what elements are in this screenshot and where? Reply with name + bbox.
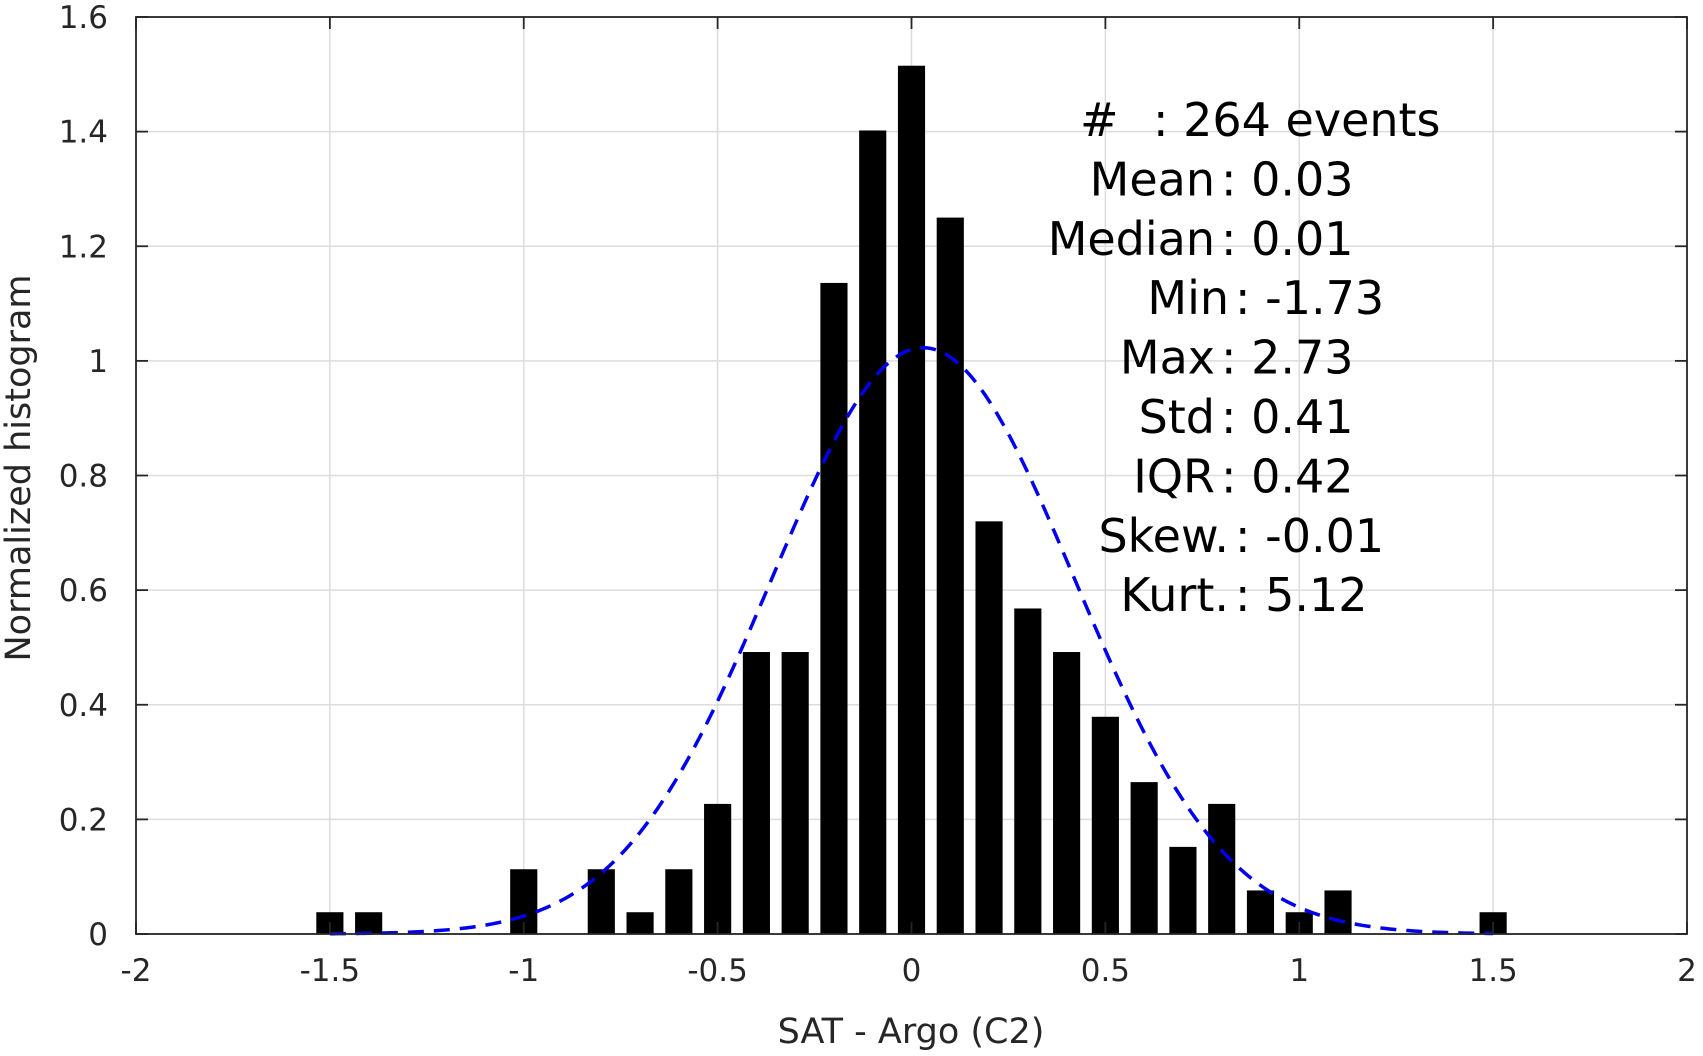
histogram-bar xyxy=(781,652,809,934)
histogram-bar xyxy=(1091,716,1119,934)
stat-label: Max xyxy=(1120,331,1215,385)
y-tick-label: 1 xyxy=(88,344,108,380)
histogram-bar xyxy=(665,869,693,934)
histogram-bars xyxy=(316,65,1507,934)
y-tick-label: 1.6 xyxy=(59,0,108,36)
histogram-bar xyxy=(1130,782,1158,934)
stat-label: IQR xyxy=(1133,449,1215,503)
histogram-bar xyxy=(742,652,770,934)
stat-value: : 0.42 xyxy=(1221,449,1354,503)
histogram-bar xyxy=(1053,652,1081,934)
x-tick-label: 0 xyxy=(902,953,922,989)
histogram-bar xyxy=(1324,890,1352,934)
histogram-bar xyxy=(897,65,926,934)
x-axis-title: SAT - Argo (C2) xyxy=(778,1012,1045,1052)
stat-value: : 0.03 xyxy=(1221,152,1354,206)
histogram-bar xyxy=(626,912,654,934)
x-tick-label: 1 xyxy=(1289,953,1309,989)
histogram-bar xyxy=(704,803,732,934)
y-tick-label: 0.6 xyxy=(59,573,108,609)
histogram-bar xyxy=(820,282,848,934)
stat-label: Skew. xyxy=(1098,509,1229,563)
stat-label: Min xyxy=(1147,271,1229,325)
stat-value: : -1.73 xyxy=(1235,271,1384,325)
x-tick-label: -2 xyxy=(121,953,152,989)
histogram-bar xyxy=(975,521,1003,934)
stat-row: Std: 0.41 xyxy=(1139,390,1354,444)
y-tick-label: 0 xyxy=(88,917,108,953)
histogram-bar xyxy=(1246,890,1275,934)
x-tick-label: 1.5 xyxy=(1468,953,1517,989)
stat-value: : -0.01 xyxy=(1235,509,1384,563)
x-tick-label: 0.5 xyxy=(1081,953,1130,989)
stat-label: # xyxy=(1080,93,1119,147)
stat-label: Median xyxy=(1048,212,1215,266)
y-tick-labels: 0 0.2 0.4 0.6 0.8 1 1.2 1.4 1.6 xyxy=(59,0,108,953)
y-tick-label: 0.2 xyxy=(59,802,108,838)
histogram-bar xyxy=(355,912,383,934)
stat-row: Max: 2.73 xyxy=(1120,331,1354,385)
stat-value: : 264 events xyxy=(1153,93,1441,147)
y-tick-label: 1.2 xyxy=(59,229,108,265)
x-tick-label: -1.5 xyxy=(300,953,361,989)
y-tick-label: 1.4 xyxy=(59,115,108,151)
stat-row: IQR: 0.42 xyxy=(1133,449,1353,503)
y-tick-label: 0.8 xyxy=(59,459,108,495)
stat-label: Std xyxy=(1139,390,1215,444)
stat-value: : 2.73 xyxy=(1221,331,1354,385)
stat-row: Skew.: -0.01 xyxy=(1098,509,1384,563)
histogram-bar xyxy=(1014,608,1042,934)
histogram-bar xyxy=(859,130,887,934)
y-tick-label: 0.4 xyxy=(59,688,108,724)
stat-value: : 5.12 xyxy=(1235,568,1368,622)
histogram-bar xyxy=(1208,803,1236,934)
histogram-bar xyxy=(1169,846,1197,934)
stat-row: Median: 0.01 xyxy=(1048,212,1354,266)
stat-row: Min: -1.73 xyxy=(1147,271,1384,325)
x-tick-labels: -2 -1.5 -1 -0.5 0 0.5 1 1.5 2 xyxy=(121,953,1697,989)
stat-row: Kurt.: 5.12 xyxy=(1120,568,1367,622)
stat-label: Mean xyxy=(1090,152,1215,206)
histogram-bar xyxy=(936,217,964,934)
stat-row: # : 264 events xyxy=(1080,93,1441,147)
normal-fit-curve xyxy=(329,345,1494,936)
stat-row: Mean: 0.03 xyxy=(1090,152,1354,206)
y-axis-title: Normalized histogram xyxy=(0,274,39,661)
x-tick-label: -0.5 xyxy=(687,953,748,989)
stat-value: : 0.41 xyxy=(1221,390,1354,444)
plot-axes xyxy=(135,16,1688,935)
stat-value: : 0.01 xyxy=(1221,212,1354,266)
stat-label: Kurt. xyxy=(1120,568,1229,622)
x-tick-label: -1 xyxy=(508,953,539,989)
x-tick-label: 2 xyxy=(1677,953,1697,989)
